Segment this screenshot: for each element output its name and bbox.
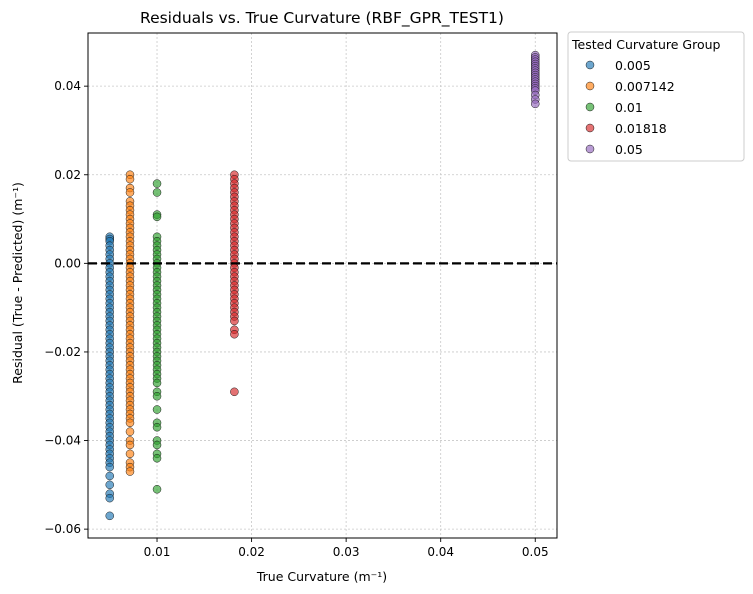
data-point [152, 423, 162, 432]
y-tick-label: −0.06 [44, 522, 81, 536]
x-tick-label: 0.05 [522, 545, 549, 559]
legend-marker [585, 81, 595, 91]
data-point [152, 392, 162, 401]
x-axis-label: True Curvature (m⁻¹) [256, 569, 387, 584]
legend-marker [585, 123, 595, 133]
legend-marker [585, 144, 595, 154]
legend-entry: 0.005 [585, 58, 651, 73]
data-point [152, 454, 162, 463]
series-0.01818 [230, 170, 239, 397]
legend-label: 0.01 [615, 100, 643, 115]
data-point [125, 440, 135, 450]
data-point [105, 480, 114, 490]
data-point [105, 462, 114, 472]
data-point [531, 99, 540, 109]
legend-marker [585, 60, 595, 70]
y-axis-ticks: −0.06 −0.04 −0.02 0.00 0.02 0.04 [44, 79, 88, 536]
series-0.005 [105, 232, 114, 521]
legend-entries: 0.005 0.007142 0.01 0.01818 0.05 [585, 58, 675, 157]
data-point [152, 378, 162, 388]
data-point [125, 449, 135, 459]
y-tick-label: −0.02 [44, 345, 81, 359]
data-point [152, 179, 162, 188]
data-point [230, 329, 239, 339]
legend-entry: 0.05 [585, 142, 643, 157]
legend-label: 0.05 [615, 142, 643, 157]
data-point [152, 188, 162, 197]
data-point [125, 418, 135, 428]
legend-label: 0.01818 [615, 121, 667, 136]
x-tick-label: 0.04 [427, 545, 454, 559]
data-point [125, 174, 135, 184]
data-point [125, 427, 135, 436]
data-point [105, 511, 114, 521]
y-tick-label: 0.04 [54, 79, 81, 93]
data-point [152, 440, 162, 450]
legend-title: Tested Curvature Group [571, 37, 721, 52]
y-tick-label: 0.02 [54, 168, 81, 182]
data-point [152, 405, 162, 414]
data-point [230, 387, 239, 397]
data-point [152, 212, 162, 222]
x-axis-ticks: 0.01 0.02 0.03 0.04 0.05 [144, 538, 549, 559]
legend-entry: 0.01818 [585, 121, 667, 136]
x-tick-label: 0.03 [333, 545, 360, 559]
legend-frame [567, 31, 745, 162]
data-point [125, 188, 135, 197]
legend-marker [585, 102, 595, 112]
data-point [105, 471, 114, 481]
data-point [152, 485, 162, 494]
legend-entry: 0.007142 [585, 79, 675, 94]
y-tick-label: 0.00 [54, 256, 81, 270]
series-0.007142 [125, 170, 135, 476]
plot-area-frame [87, 32, 558, 539]
data-point [230, 316, 239, 326]
legend-entry: 0.01 [585, 100, 643, 115]
x-tick-label: 0.01 [144, 545, 171, 559]
data-point [125, 467, 135, 476]
series-0.05 [531, 50, 540, 109]
x-tick-label: 0.02 [238, 545, 265, 559]
chart-title: Residuals vs. True Curvature (RBF_GPR_TE… [140, 9, 504, 28]
scatter-points [105, 50, 540, 521]
series-0.01 [152, 179, 162, 494]
y-axis-label: Residual (True - Predicted) (m⁻¹) [10, 182, 25, 384]
legend-label: 0.005 [615, 58, 651, 73]
y-tick-label: −0.04 [44, 434, 81, 448]
legend-label: 0.007142 [615, 79, 675, 94]
legend: Tested Curvature Group 0.005 0.007142 0.01… [567, 31, 745, 162]
data-point [105, 493, 114, 503]
